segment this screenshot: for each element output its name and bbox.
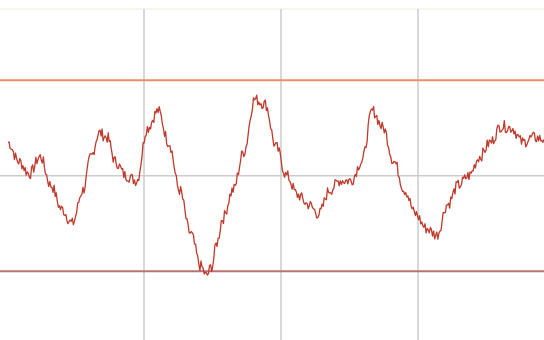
signal-series-line [7,94,544,276]
